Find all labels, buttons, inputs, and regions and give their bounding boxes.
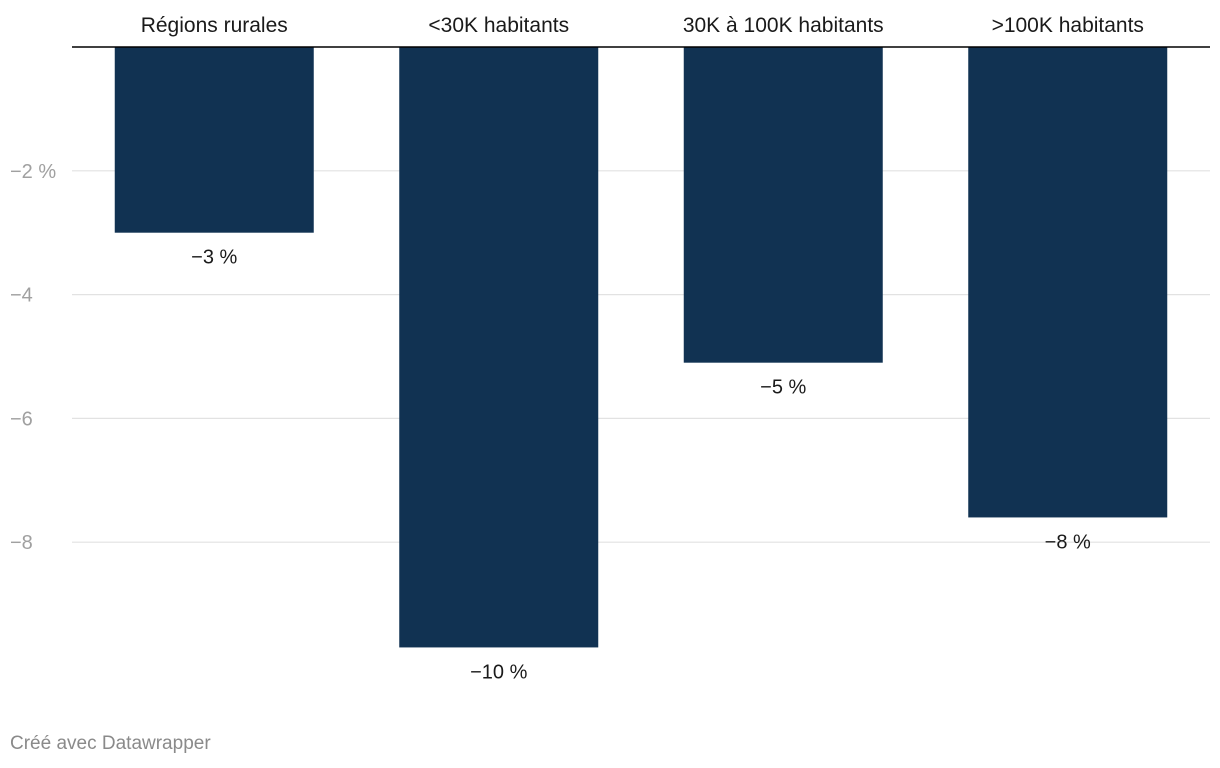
category-label: <30K habitants: [428, 14, 569, 37]
value-labels: −3 % −10 % −5 % −8 %: [191, 247, 1091, 684]
data-label: −10 %: [470, 661, 527, 683]
y-tick-label: −6: [10, 408, 33, 430]
bars: [114, 47, 1168, 648]
footer-credit: Créé avec Datawrapper: [10, 733, 211, 754]
category-label: Régions rurales: [141, 14, 288, 37]
category-label: >100K habitants: [992, 14, 1144, 37]
data-label: −8 %: [1045, 531, 1091, 553]
bar: [399, 47, 599, 648]
bar: [968, 47, 1168, 518]
bar: [683, 47, 883, 363]
y-tick-label: −2 %: [10, 161, 56, 183]
bar: [114, 47, 314, 233]
y-axis-ticks: −2 % −4 −6 −8: [10, 161, 56, 554]
category-label: 30K à 100K habitants: [683, 14, 884, 37]
category-labels: Régions rurales <30K habitants 30K à 100K …: [141, 14, 1144, 37]
data-label: −5 %: [760, 377, 806, 399]
y-tick-label: −8: [10, 532, 33, 554]
data-label: −3 %: [191, 247, 237, 269]
y-tick-label: −4: [10, 285, 33, 307]
